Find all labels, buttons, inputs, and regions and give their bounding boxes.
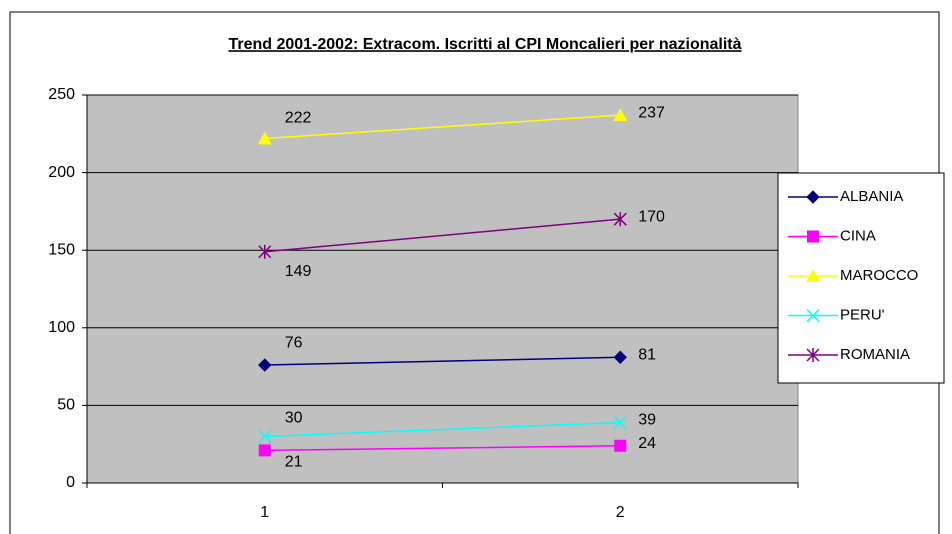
marker — [613, 108, 628, 122]
marker — [806, 269, 820, 282]
marker — [257, 131, 272, 145]
series-line — [264, 356, 621, 366]
marker — [614, 439, 627, 452]
marker — [613, 415, 627, 430]
data-label: 170 — [638, 208, 665, 225]
data-label: 149 — [285, 263, 312, 280]
data-label: 21 — [285, 454, 303, 471]
series-line — [264, 445, 621, 452]
data-label: 24 — [638, 435, 656, 452]
marker — [258, 429, 272, 443]
legend-label: ROMANIA — [840, 346, 910, 363]
legend-label: PERU' — [840, 306, 885, 323]
legend: ALBANIA CINA MAROCCO PERU' ROMANIA — [777, 172, 945, 384]
legend-label: MAROCCO — [840, 267, 918, 284]
marker — [806, 348, 820, 362]
marker — [258, 444, 271, 457]
y-tick-label: 200 — [48, 164, 75, 181]
y-tick-label: 50 — [57, 397, 75, 414]
data-label: 76 — [285, 334, 303, 351]
data-label: 222 — [285, 110, 312, 127]
marker — [807, 230, 819, 243]
y-tick-label: 0 — [66, 474, 75, 491]
marker — [806, 308, 820, 323]
x-tick-label: 2 — [616, 504, 625, 521]
plot-area — [86, 94, 799, 484]
series-line — [264, 218, 621, 253]
chart-title: Trend 2001-2002: Extracom. Iscritti al C… — [228, 36, 741, 53]
legend-box — [777, 172, 945, 384]
data-label: 237 — [638, 104, 665, 121]
series-line — [264, 421, 621, 438]
marker — [613, 350, 627, 364]
data-label: 81 — [638, 347, 656, 364]
legend-label: ALBANIA — [840, 188, 903, 205]
x-tick-label: 1 — [260, 504, 269, 521]
legend-label: CINA — [840, 227, 876, 244]
series-line — [264, 114, 621, 140]
marker — [258, 358, 272, 372]
data-label: 39 — [638, 412, 656, 429]
y-tick-label: 250 — [48, 86, 75, 103]
y-tick-label: 150 — [48, 241, 75, 258]
marker — [258, 244, 272, 259]
marker — [806, 190, 820, 204]
y-tick-label: 100 — [48, 319, 75, 336]
data-label: 30 — [285, 410, 303, 427]
marker — [613, 212, 627, 227]
